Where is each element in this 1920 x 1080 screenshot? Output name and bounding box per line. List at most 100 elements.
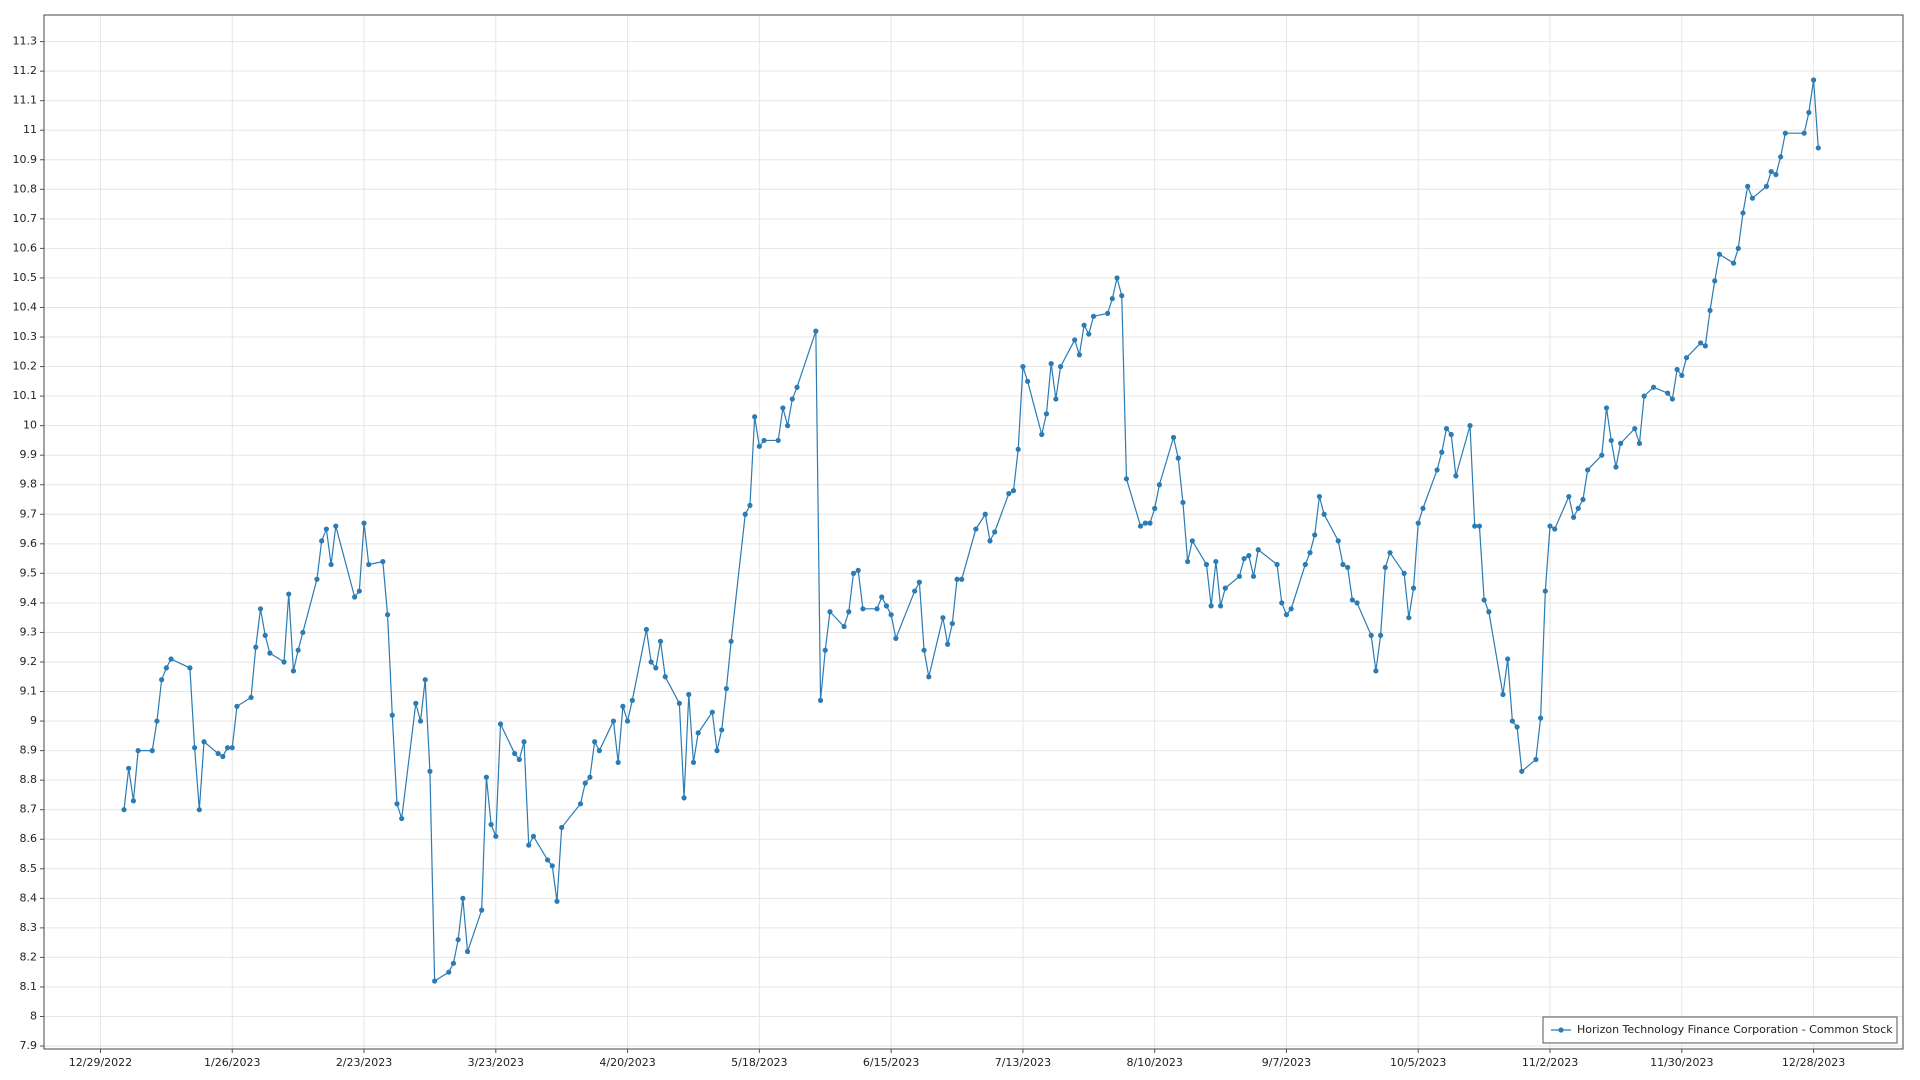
data-point <box>1250 573 1257 579</box>
data-point <box>159 677 165 683</box>
data-point <box>827 609 833 615</box>
y-tick-label: 8.6 <box>20 832 38 845</box>
data-point <box>253 644 259 650</box>
data-point <box>1768 168 1774 175</box>
data-point <box>1773 171 1779 178</box>
data-point <box>549 863 555 869</box>
y-tick-label: 9.7 <box>20 507 38 520</box>
data-point <box>1698 340 1704 346</box>
y-tick-label: 10.3 <box>13 330 38 343</box>
x-tick-label: 2/23/2023 <box>336 1056 392 1069</box>
y-tick-label: 8.5 <box>20 862 38 875</box>
data-point <box>624 718 631 724</box>
data-point <box>582 780 588 786</box>
data-point <box>1222 585 1228 591</box>
data-point <box>1603 405 1610 411</box>
data-point <box>366 561 372 568</box>
data-point <box>1053 396 1059 402</box>
x-tick-label: 8/10/2023 <box>1126 1056 1182 1069</box>
data-point <box>1806 109 1812 116</box>
data-point <box>1580 496 1586 503</box>
data-point <box>761 437 767 444</box>
y-tick-label: 11 <box>23 123 37 136</box>
y-tick-label: 10.9 <box>13 153 38 166</box>
data-point <box>1552 526 1558 532</box>
data-point <box>1707 307 1713 314</box>
data-point <box>1683 355 1690 361</box>
data-point <box>361 520 367 526</box>
data-point <box>973 526 979 532</box>
data-point <box>648 659 654 665</box>
data-point <box>860 606 866 612</box>
y-tick-label: 11.1 <box>13 94 38 107</box>
data-point <box>1448 431 1454 438</box>
y-tick-label: 10.4 <box>13 300 38 313</box>
data-point <box>1641 393 1647 399</box>
data-point <box>643 626 650 633</box>
x-tick-label: 5/18/2023 <box>731 1056 787 1069</box>
series-line <box>123 79 1819 983</box>
data-point <box>1570 514 1577 520</box>
data-point <box>1241 555 1247 562</box>
data-point <box>1180 499 1186 506</box>
data-point <box>286 591 292 597</box>
y-tick-label: 9.2 <box>20 655 38 668</box>
data-point <box>1538 715 1544 721</box>
data-point <box>1735 245 1741 251</box>
data-point <box>728 638 734 644</box>
x-tick-label: 1/26/2023 <box>204 1056 260 1069</box>
data-point <box>1189 538 1195 544</box>
data-point <box>1123 476 1130 482</box>
data-point <box>1778 154 1784 160</box>
data-point <box>530 833 537 839</box>
data-point <box>1345 564 1351 571</box>
data-point <box>780 405 786 411</box>
data-point <box>1401 570 1407 576</box>
plot-border <box>43 14 1904 1050</box>
data-point <box>516 756 522 763</box>
data-point <box>1006 490 1012 497</box>
data-point <box>1730 260 1737 266</box>
data-point <box>1057 363 1064 370</box>
data-point <box>596 748 602 754</box>
data-point <box>1486 609 1492 615</box>
data-point <box>1312 532 1318 538</box>
data-point <box>168 656 174 662</box>
data-point <box>1476 523 1483 529</box>
data-point <box>229 745 235 751</box>
data-point <box>1340 561 1346 568</box>
y-tick-label: 9.1 <box>20 685 38 698</box>
data-point <box>1439 449 1445 455</box>
data-point <box>257 606 264 612</box>
data-point <box>695 730 701 736</box>
y-tick-label: 9.9 <box>20 448 38 461</box>
data-point <box>1175 455 1181 461</box>
data-point <box>163 665 169 671</box>
data-point <box>756 443 762 449</box>
data-point <box>290 668 297 674</box>
data-point <box>1519 768 1525 774</box>
data-point <box>154 718 160 724</box>
data-point <box>1613 464 1619 470</box>
x-tick-label: 6/15/2023 <box>863 1056 919 1069</box>
data-point <box>130 798 137 804</box>
data-point <box>1542 588 1548 594</box>
data-point <box>1782 130 1788 136</box>
data-point <box>1387 550 1393 556</box>
data-point <box>888 612 894 618</box>
y-tick-label: 9.5 <box>20 566 38 579</box>
legend-box <box>1542 1016 1898 1044</box>
data-point <box>417 718 424 724</box>
data-point <box>483 774 489 780</box>
data-point <box>1636 440 1643 446</box>
data-point <box>587 774 593 780</box>
data-point <box>121 807 127 813</box>
data-point <box>1443 426 1450 432</box>
data-point <box>676 700 682 706</box>
data-point <box>940 615 946 621</box>
data-point <box>389 712 395 718</box>
data-point <box>224 745 231 751</box>
data-point <box>399 815 405 822</box>
data-point <box>949 620 955 627</box>
data-point <box>1712 278 1718 284</box>
